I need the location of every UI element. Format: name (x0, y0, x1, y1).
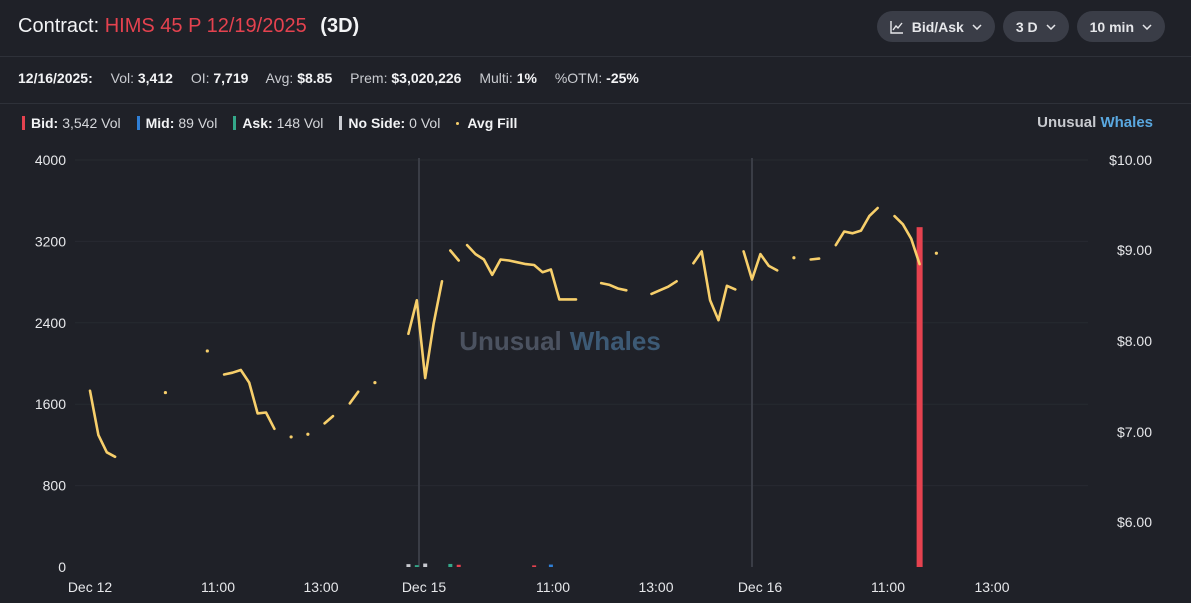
stat-vol: Vol: 3,412 (110, 70, 173, 86)
x-tick-label: 11:00 (536, 579, 570, 595)
legend-noside[interactable]: No Side: 0 Vol (339, 115, 440, 131)
legend-avg-fill[interactable]: Avg Fill (456, 115, 521, 131)
volume-bar-ask[interactable] (448, 563, 453, 567)
volume-bar-noside[interactable] (406, 564, 411, 567)
stats-row: 12/16/2025: Vol: 3,412 OI: 7,719 Avg: $8… (18, 70, 653, 86)
avg-fill-segment[interactable] (692, 250, 737, 322)
legend-ask[interactable]: Ask: 148 Vol (233, 115, 323, 131)
avg-fill-segment[interactable] (465, 243, 578, 301)
avg-fill-segment[interactable] (348, 390, 360, 405)
x-tick-label: 13:00 (974, 579, 1009, 595)
avg-fill-point[interactable] (792, 256, 796, 260)
chevron-down-icon (1142, 23, 1152, 30)
x-tick-label: Dec 15 (402, 579, 447, 595)
left-tick-label: 0 (58, 559, 66, 575)
volume-bar-bid[interactable] (456, 564, 461, 567)
right-tick-label: $10.00 (1109, 152, 1152, 168)
avg-fill-segment[interactable] (650, 279, 678, 296)
avg-fill-segment[interactable] (809, 257, 821, 261)
volume-bar-bid[interactable] (916, 227, 923, 567)
right-tick-label: $9.00 (1117, 242, 1152, 258)
volume-bars (406, 227, 923, 567)
stat-avg: Avg: $8.85 (265, 70, 333, 86)
x-tick-label: 13:00 (303, 579, 338, 595)
left-tick-label: 4000 (35, 152, 66, 168)
volume-bar-bid[interactable] (532, 565, 537, 567)
avg-fill-point[interactable] (163, 390, 168, 395)
interval-dropdown[interactable]: 10 min (1076, 11, 1165, 42)
left-axis-ticks: 4000 3200 2400 1600 800 0 (35, 152, 66, 575)
interval-label: 10 min (1089, 18, 1134, 35)
avg-fill-point[interactable] (934, 251, 938, 255)
stats-date: 12/16/2025: (18, 70, 93, 86)
range-label: 3 D (1015, 18, 1038, 35)
stat-oi: OI: 7,719 (190, 70, 249, 86)
avg-fill-point[interactable] (289, 435, 293, 439)
chart-controls: Bid/Ask 3 D 10 min (876, 11, 1165, 42)
x-tick-label: Dec 12 (68, 579, 113, 595)
legend-bid[interactable]: Bid: 3,542 Vol (22, 115, 121, 131)
avg-fill-point[interactable] (306, 432, 310, 436)
chevron-down-icon (1046, 23, 1056, 30)
contract-symbol[interactable]: HIMS 45 P 12/19/2025 (104, 15, 307, 37)
divider (0, 103, 1191, 104)
legend-mid[interactable]: Mid: 89 Vol (136, 115, 217, 131)
left-tick-label: 3200 (35, 233, 66, 249)
x-tick-label: 11:00 (201, 579, 235, 595)
right-tick-label: $6.00 (1117, 514, 1152, 530)
avg-fill-segment[interactable] (742, 250, 779, 281)
avg-fill-point[interactable] (373, 381, 377, 385)
chart-legend: Bid: 3,542 Vol Mid: 89 Vol Ask: 148 Vol No … (22, 115, 521, 131)
volume-bar-mid[interactable] (548, 564, 553, 567)
right-tick-label: $7.00 (1117, 424, 1152, 440)
contract-duration: (3D) (320, 15, 360, 37)
avg-fill-segment[interactable] (323, 414, 335, 425)
avg-fill-segment[interactable] (88, 389, 117, 459)
left-tick-label: 2400 (35, 315, 66, 331)
mode-dropdown[interactable]: Bid/Ask (876, 11, 995, 42)
chevron-down-icon (972, 23, 982, 30)
volume-bar-noside[interactable] (423, 563, 428, 567)
watermark: Unusual Whales (459, 326, 661, 356)
contract-label: Contract: (18, 15, 100, 37)
stat-multi: Multi: 1% (479, 70, 537, 86)
grid-lines (75, 159, 1088, 487)
header-bar: Contract: HIMS 45 P 12/19/2025 (3D) Bid/… (0, 0, 1191, 57)
avg-fill-line (88, 206, 938, 459)
avg-fill-segment[interactable] (222, 368, 276, 431)
right-tick-label: $8.00 (1117, 333, 1152, 349)
stat-otm: %OTM: -25% (554, 70, 639, 86)
x-tick-label: 11:00 (871, 579, 905, 595)
avg-fill-point[interactable] (205, 349, 209, 353)
x-tick-label: 13:00 (638, 579, 673, 595)
range-dropdown[interactable]: 3 D (1002, 11, 1069, 42)
flow-chart: Unusual Whales 4000 3200 2400 1600 800 0 $10.0… (35, 152, 1152, 595)
avg-fill-segment[interactable] (834, 206, 880, 247)
line-chart-icon (890, 20, 903, 34)
avg-fill-segment[interactable] (599, 281, 628, 292)
avg-fill-segment[interactable] (893, 214, 921, 266)
mode-label: Bid/Ask (911, 18, 964, 35)
volume-bar-ask[interactable] (414, 565, 419, 567)
stat-prem: Prem: $3,020,226 (350, 70, 462, 86)
x-axis-ticks: Dec 12 11:00 13:00 Dec 15 11:00 13:00 Dec 16 11… (68, 579, 1010, 595)
avg-fill-segment[interactable] (448, 249, 461, 262)
left-tick-label: 800 (43, 478, 67, 494)
avg-fill-segment[interactable] (407, 279, 444, 380)
x-tick-label: Dec 16 (738, 579, 783, 595)
brand-logo: Unusual Whales (1037, 114, 1153, 131)
contract-title: Contract: HIMS 45 P 12/19/2025 (3D) (18, 15, 359, 38)
left-tick-label: 1600 (35, 396, 66, 412)
day-separators (418, 158, 753, 567)
right-axis-ticks: $10.00 $9.00 $8.00 $7.00 $6.00 (1109, 152, 1152, 530)
